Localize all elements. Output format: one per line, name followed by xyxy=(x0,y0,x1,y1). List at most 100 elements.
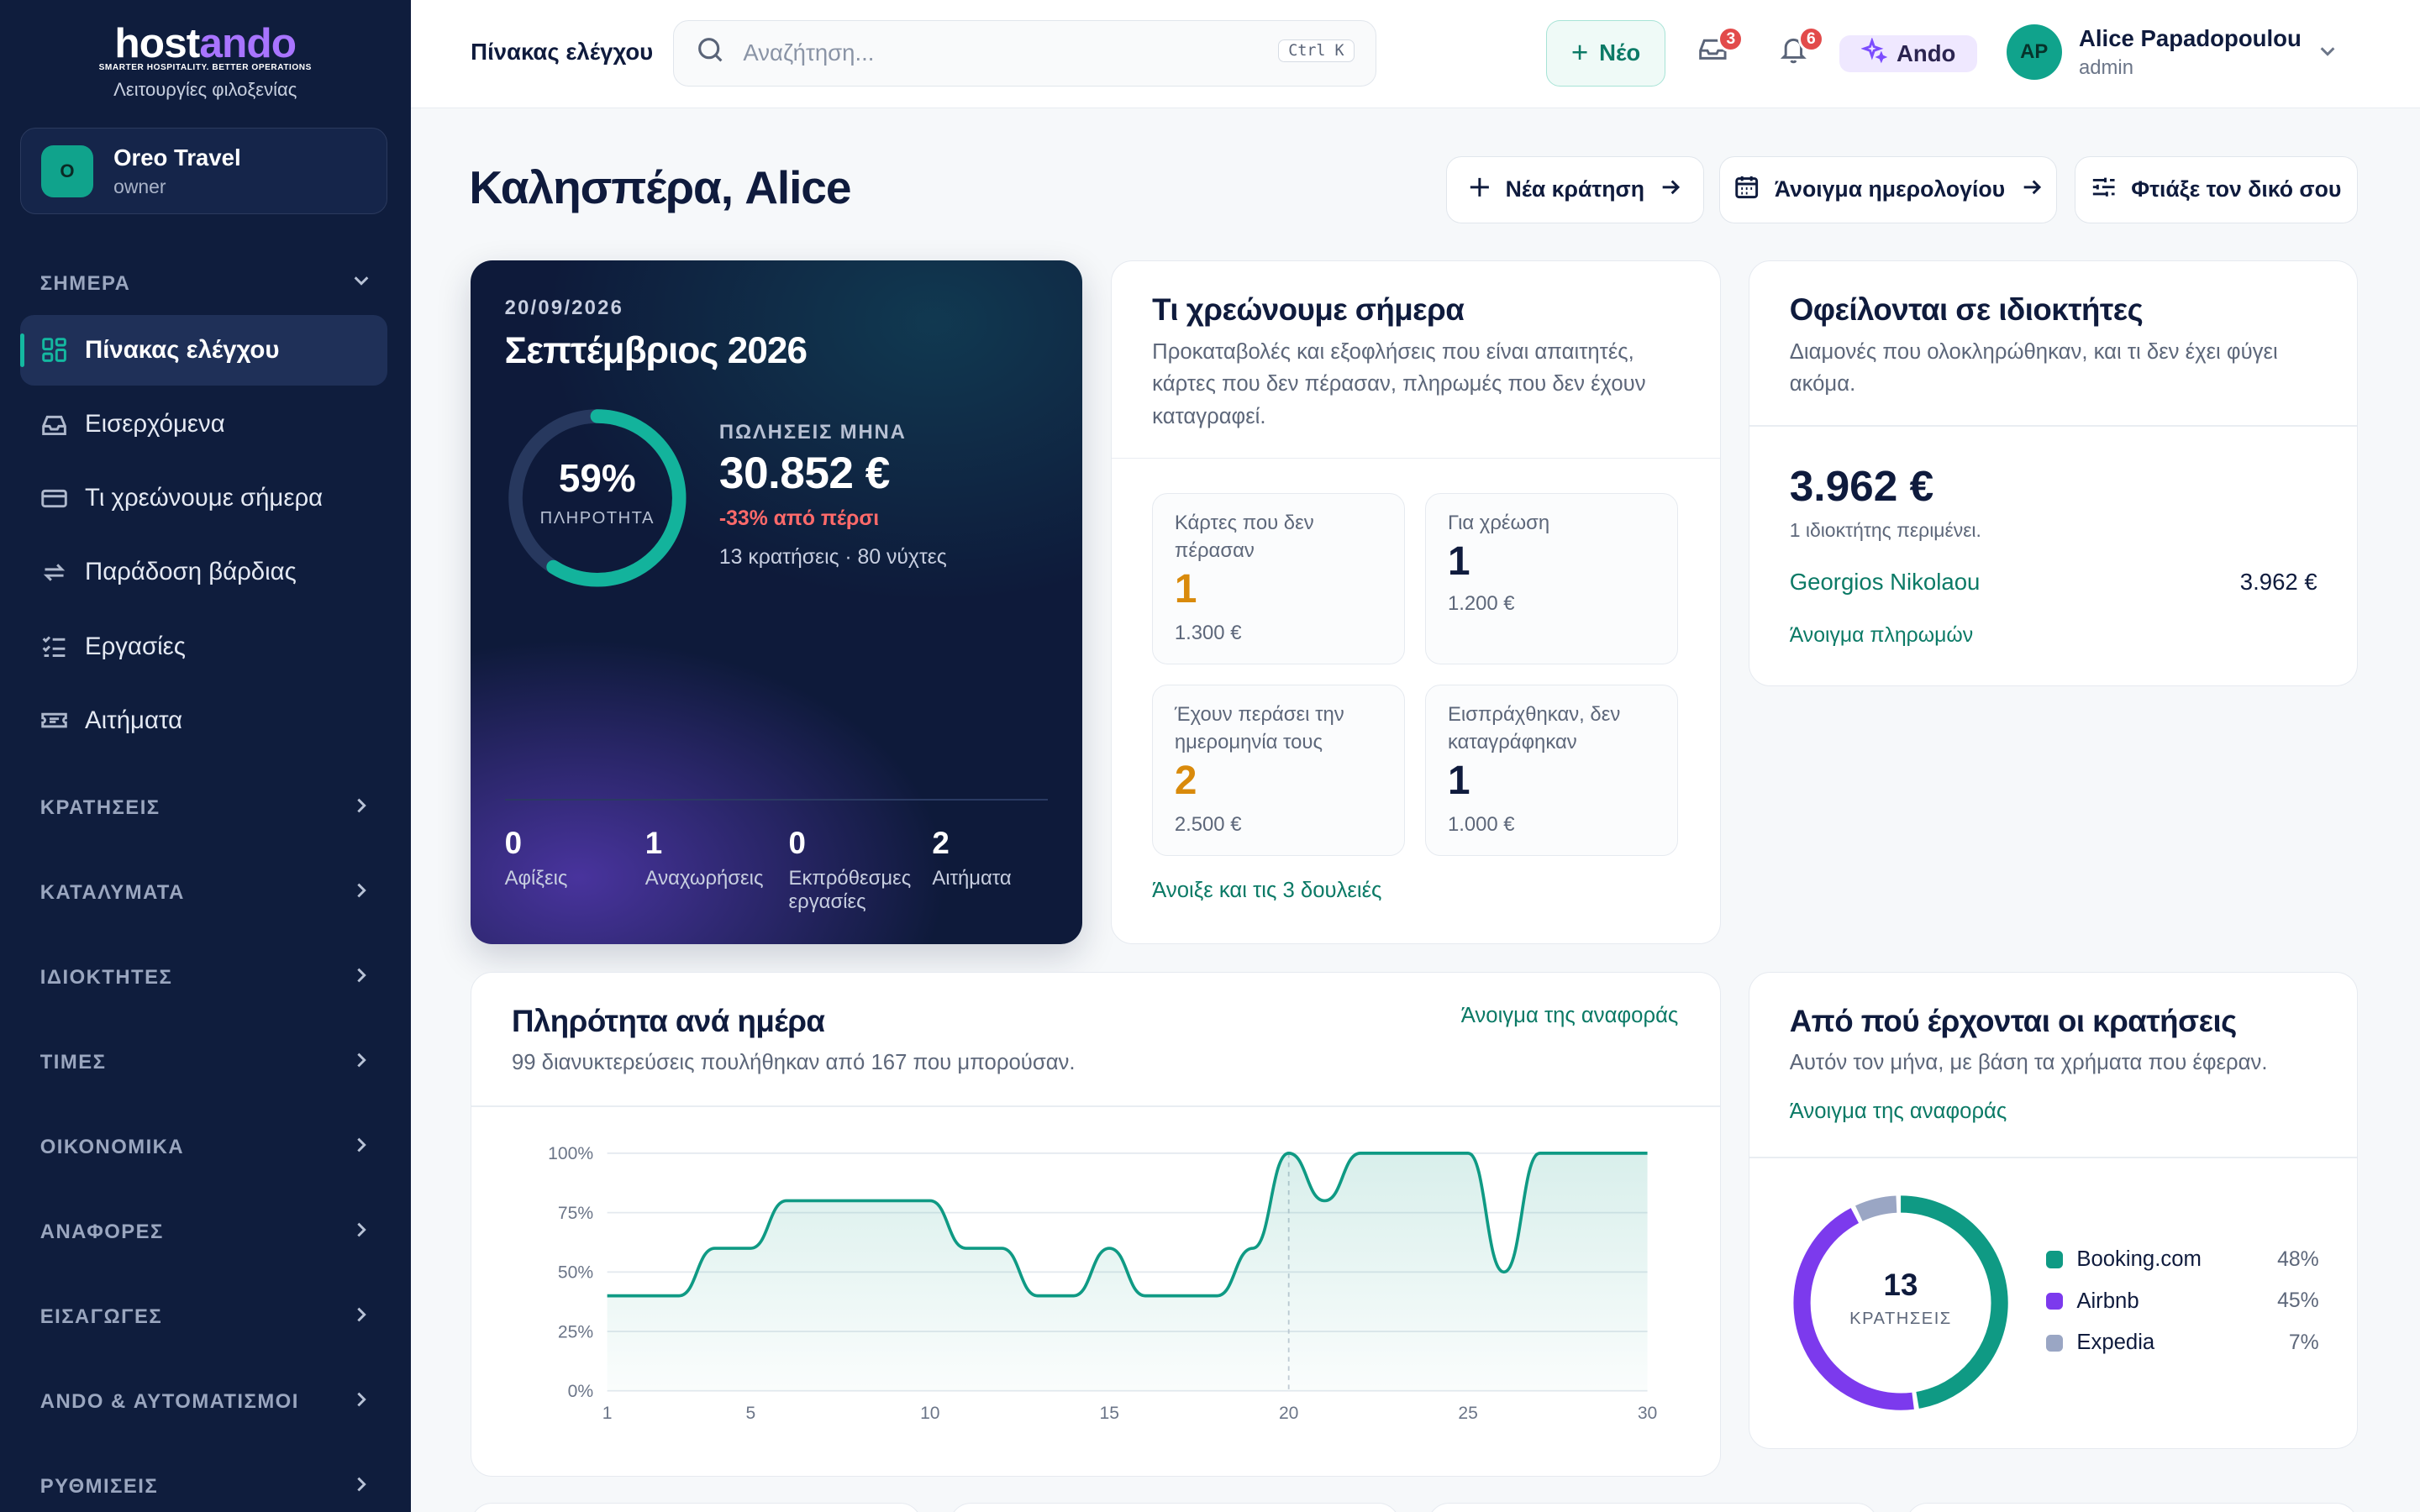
kpi-value: 1 xyxy=(644,825,663,860)
month-summary-card[interactable]: 20/09/2026 Σεπτέμβριος 2026 59% ΠΛΗΡΟΤΗΤ… xyxy=(471,260,1082,945)
ando-button[interactable]: Ando xyxy=(1839,35,1977,73)
tile-amount: 1.300 € xyxy=(1174,622,1242,645)
section-finance[interactable]: ΟΙΚΟΝΟΜΙΚΑ xyxy=(40,1136,371,1160)
section-label: ΟΙΚΟΝΟΜΙΚΑ xyxy=(39,1136,185,1159)
x-tick-label: 5 xyxy=(746,1404,756,1423)
chevron-right-icon xyxy=(352,1221,371,1245)
customize-button[interactable]: Φτιάξε τον δικό σου xyxy=(2074,155,2359,224)
topbar-title: Πίνακας ελέγχου xyxy=(471,38,654,65)
chevron-down-icon xyxy=(352,271,371,296)
sidebar-item-dashboard[interactable]: Πίνακας ελέγχου xyxy=(19,314,387,386)
org-switcher[interactable]: O Oreo Travel owner xyxy=(19,128,387,215)
section-label: ΕΙΣΑΓΩΓΕΣ xyxy=(39,1305,163,1329)
open-report-link[interactable]: Άνοιγμα της αναφοράς xyxy=(1460,1003,1679,1027)
ticket-icon xyxy=(39,705,70,736)
tile-label: Κάρτες που δεν πέρασαν xyxy=(1174,512,1314,563)
kpi-requests[interactable]: 2 Αιτήματα xyxy=(932,826,1071,890)
open-payments-link[interactable]: Άνοιγμα πληρωμών xyxy=(1789,624,1974,647)
sidebar-item-label: Τι χρεώνουμε σήμερα xyxy=(84,484,324,512)
tile-failed-cards[interactable]: Κάρτες που δεν πέρασαν 1 1.300 € xyxy=(1152,492,1406,664)
sales-value: 30.852 € xyxy=(718,448,890,498)
section-settings[interactable]: ΡΥΘΜΙΣΕΙΣ xyxy=(40,1475,371,1499)
tile-to-charge[interactable]: Για χρέωση 1 1.200 € xyxy=(1425,492,1679,664)
search-bar[interactable]: Αναζήτηση... Ctrl K xyxy=(672,19,1377,87)
section-label: ΑΝΑΦΟΡΕΣ xyxy=(39,1221,164,1244)
section-owners[interactable]: ΙΔΙΟΚΤΗΤΕΣ xyxy=(40,966,371,990)
search-input[interactable]: Αναζήτηση... xyxy=(743,39,875,66)
inbox-button[interactable]: 3 xyxy=(1695,26,1744,71)
kpi-value: 2 xyxy=(932,825,950,860)
bottom-card-4 xyxy=(1906,1502,2359,1512)
section-bookings[interactable]: ΚΡΑΤΗΣΕΙΣ xyxy=(40,796,371,821)
section-reports[interactable]: ΑΝΑΦΟΡΕΣ xyxy=(40,1221,371,1245)
chevron-right-icon xyxy=(352,1475,371,1499)
bottom-card-2 xyxy=(949,1502,1400,1512)
arrow-right-icon xyxy=(2021,176,2043,204)
kpi-value: 0 xyxy=(788,825,806,860)
section-today[interactable]: ΣΗΜΕΡΑ xyxy=(40,271,371,296)
sales-delta: -33% από πέρσι xyxy=(718,507,880,531)
section-prices[interactable]: ΤΙΜΕΣ xyxy=(40,1051,371,1075)
card-subtitle: 99 διανυκτερεύσεις πουλήθηκαν από 167 πο… xyxy=(511,1051,1076,1075)
notifications-button[interactable]: 6 xyxy=(1775,26,1824,71)
kpi-arrivals[interactable]: 0 Αφίξεις xyxy=(505,826,644,890)
card-subtitle: Αυτόν τον μήνα, με βάση τα χρήματα που έ… xyxy=(1789,1051,2268,1075)
chevron-right-icon xyxy=(352,1305,371,1330)
chevron-down-icon xyxy=(2318,42,2337,66)
sidebar-item-label: Παράδοση βάρδιας xyxy=(84,558,297,586)
x-tick-label: 15 xyxy=(1100,1404,1119,1423)
sidebar-item-handover[interactable]: Παράδοση βάρδιας xyxy=(20,537,387,607)
sales-label: ΠΩΛΗΣΕΙΣ ΜΗΝΑ xyxy=(718,421,907,444)
plus-icon: + xyxy=(1570,35,1589,69)
kpi-departures[interactable]: 1 Αναχωρήσεις xyxy=(645,826,784,890)
legend-swatch xyxy=(2045,1293,2063,1310)
sidebar-item-label: Εισερχόμενα xyxy=(84,410,225,438)
open-report-link[interactable]: Άνοιγμα της αναφοράς xyxy=(1789,1099,2007,1123)
chevron-right-icon xyxy=(352,1390,371,1415)
tile-overdue[interactable]: Έχουν περάσει την ημερομηνία τους 2 2.50… xyxy=(1152,684,1406,856)
sources-total: 13 xyxy=(1883,1267,1918,1302)
section-imports[interactable]: ΕΙΣΑΓΩΓΕΣ xyxy=(40,1305,371,1330)
month-title: Σεπτέμβριος 2026 xyxy=(504,330,808,372)
open-calendar-button[interactable]: Άνοιγμα ημερολογίου xyxy=(1719,155,2058,224)
sidebar-item-inbox[interactable]: Εισερχόμενα xyxy=(20,389,387,459)
owner-name-link[interactable]: Georgios Nikolaou xyxy=(1789,568,1981,595)
new-button-label: Νέο xyxy=(1599,39,1641,66)
card-subtitle: Διαμονές που ολοκληρώθηκαν, και τι δεν έ… xyxy=(1789,339,2278,396)
card-title: Πληρότητα ανά ημέρα xyxy=(511,1003,825,1038)
chevron-right-icon xyxy=(352,966,371,990)
divider xyxy=(1749,425,2358,427)
checklist-icon xyxy=(39,631,70,662)
sources-donut xyxy=(1793,1195,2008,1410)
logo[interactable]: hostando xyxy=(0,18,411,66)
sources-total-label: ΚΡΑΤΗΣΕΙΣ xyxy=(1849,1309,1952,1328)
new-booking-button[interactable]: Νέα κράτηση xyxy=(1445,155,1704,224)
notifications-badge: 6 xyxy=(1797,26,1824,53)
tile-unrecorded[interactable]: Εισπράχθηκαν, δεν καταγράφηκαν 1 1.000 € xyxy=(1425,684,1679,856)
kpi-overdue-tasks[interactable]: 0 Εκπρόθεσμες εργασίες xyxy=(789,826,928,913)
chevron-right-icon xyxy=(352,1136,371,1160)
sidebar-item-requests[interactable]: Αιτήματα xyxy=(20,685,387,755)
sidebar-item-charges[interactable]: Τι χρεώνουμε σήμερα xyxy=(20,463,387,533)
divider xyxy=(1749,1156,2358,1158)
legend-item-expedia: Expedia 7% xyxy=(2045,1331,2319,1355)
section-today-label: ΣΗΜΕΡΑ xyxy=(39,271,131,295)
divider xyxy=(1112,457,1720,459)
user-menu[interactable]: AP Alice Papadopoulou admin xyxy=(2006,24,2335,81)
legend-value: 45% xyxy=(2277,1289,2319,1313)
open-all-jobs-link[interactable]: Άνοιξε και τις 3 δουλειές xyxy=(1152,879,1382,903)
owners-waiting: 1 ιδιοκτήτης περιμένει. xyxy=(1789,519,1981,542)
ando-label: Ando xyxy=(1896,40,1956,67)
sidebar-item-label: Πίνακας ελέγχου xyxy=(84,335,280,364)
legend-item-booking: Booking.com 48% xyxy=(2045,1247,2319,1272)
legend-swatch xyxy=(2045,1334,2063,1352)
sidebar-item-tasks[interactable]: Εργασίες xyxy=(20,611,387,681)
section-properties[interactable]: ΚΑΤΑΛΥΜΑΤΑ xyxy=(40,881,371,906)
plus-icon xyxy=(1469,176,1491,204)
logo-text-a: host xyxy=(114,18,200,66)
y-tick-label: 50% xyxy=(558,1263,593,1283)
bell-icon xyxy=(1778,34,1809,71)
section-automations[interactable]: ANDO & ΑΥΤΟΜΑΤΙΣΜΟΙ xyxy=(40,1390,371,1415)
occupancy-ring-fill xyxy=(508,409,687,587)
new-button[interactable]: + Νέο xyxy=(1546,19,1665,87)
